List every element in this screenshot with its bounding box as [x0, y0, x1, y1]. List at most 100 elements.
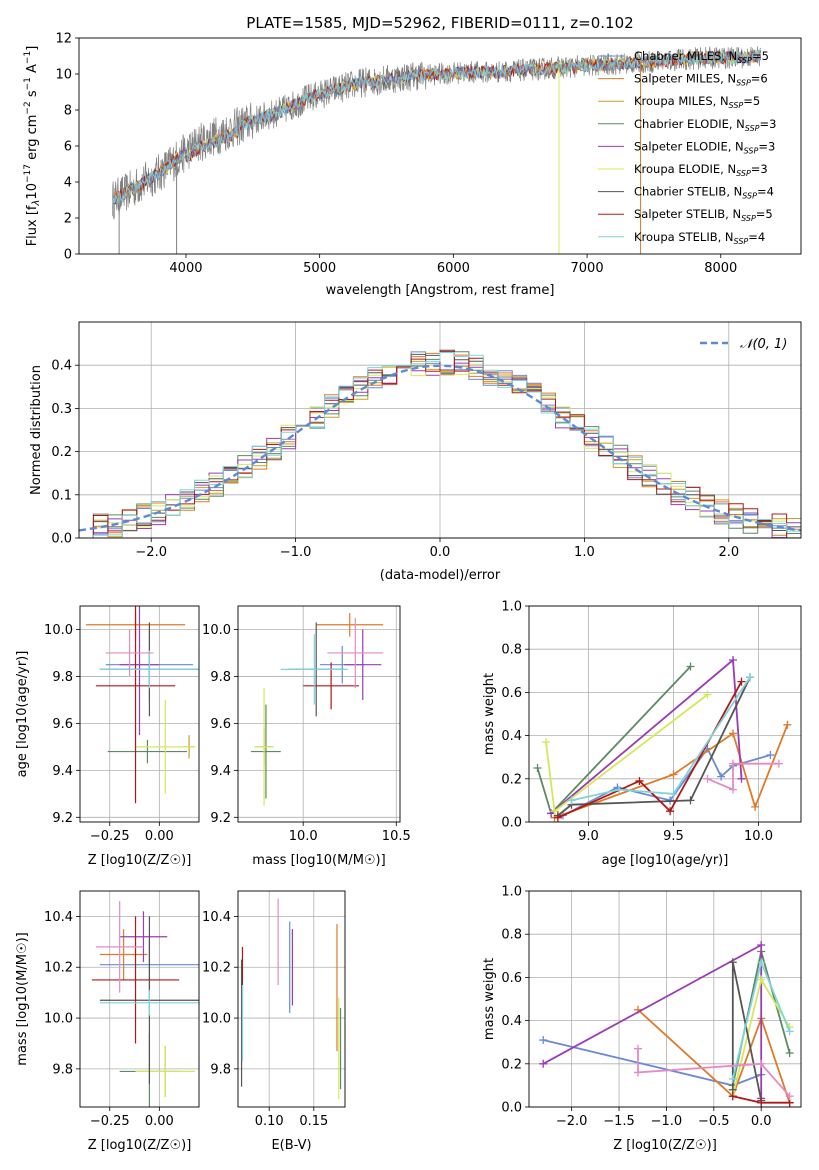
- y-tick-label: 9.4: [210, 764, 231, 779]
- axes-frame: [79, 605, 200, 823]
- y-tick-label: 0.2: [501, 772, 522, 787]
- plot-area: [85, 606, 199, 804]
- weight-point: [567, 796, 576, 805]
- errorbar: [119, 911, 168, 963]
- errorbar: [91, 916, 180, 1044]
- weight-line: [550, 658, 743, 815]
- legend-item: Kroupa MILES, NSSP=5: [598, 94, 760, 110]
- plot-area: [539, 941, 794, 1107]
- weight-point: [703, 690, 712, 699]
- x-tick-label: −0.25: [90, 829, 130, 844]
- weight-point: [550, 807, 559, 816]
- x-axis-label: E(B-V): [271, 1138, 311, 1153]
- weight-point: [785, 1092, 794, 1101]
- x-tick-label: 8000: [704, 261, 737, 276]
- legend-item: 𝒩(0, 1): [700, 337, 787, 352]
- x-axis-label: Z [log10(Z/Z☉)]: [88, 1138, 192, 1153]
- legend-label: Salpeter ELODIE, NSSP=3: [634, 139, 775, 155]
- weight-point: [729, 759, 737, 768]
- weight-point: [737, 677, 746, 686]
- plot-area: [533, 656, 792, 822]
- model-spectrum: [111, 50, 762, 207]
- x-tick-label: 0.0: [751, 1114, 772, 1129]
- x-tick-label: 7000: [571, 261, 604, 276]
- x-axis-label: Z [log10(Z/Z☉)]: [613, 1138, 717, 1153]
- x-tick-label: 1.0: [574, 545, 595, 560]
- model-spectrum: [111, 51, 762, 207]
- y-tick-label: 0.4: [501, 1014, 522, 1029]
- legend-label: Chabrier MILES, NSSP=5: [634, 49, 769, 65]
- axes-ebv-mass: 0.10 0.15 9.8 10.0 10.2 10.4 E(B-V): [202, 890, 346, 1153]
- errorbar: [119, 606, 160, 736]
- legend-label: Kroupa MILES, NSSP=5: [634, 94, 760, 110]
- y-tick-label: 10.2: [202, 961, 231, 976]
- y-tick-label: 0.6: [501, 971, 522, 986]
- weight-point: [757, 941, 766, 949]
- errorbar: [135, 699, 196, 794]
- legend-label: Kroupa ELODIE, NSSP=3: [634, 162, 768, 178]
- plot-area: [91, 901, 199, 1107]
- y-tick-label: 9.2: [210, 811, 231, 826]
- weight-line: [557, 676, 751, 817]
- errorbar: [99, 990, 199, 1016]
- weight-point: [737, 774, 746, 783]
- y-tick-label: 9.8: [52, 1062, 73, 1077]
- errorbar: [251, 704, 281, 799]
- weight-point: [686, 662, 695, 671]
- weight-point: [729, 729, 737, 738]
- y-tick-label: 10.4: [44, 910, 73, 925]
- errorbar: [303, 662, 360, 710]
- y-tick-label: 8: [64, 104, 72, 119]
- weight-point: [729, 656, 737, 664]
- weight-point: [542, 738, 550, 747]
- axes-age-weight: 9.0 9.5 10.0 0.0 0.2 0.4 0.6 0.8 1.0 age [log10(a…: [482, 600, 802, 868]
- y-tick-label: 4: [64, 176, 72, 191]
- legend-label: Chabrier STELIB, NSSP=4: [634, 185, 774, 201]
- y-tick-label: 0.6: [501, 686, 522, 701]
- legend-label: Salpeter STELIB, NSSP=5: [634, 207, 773, 223]
- weight-point: [729, 785, 737, 794]
- weight-line: [707, 762, 779, 791]
- plot-area: [111, 46, 762, 254]
- weight-point: [785, 1027, 794, 1036]
- y-axis-label: Flux [fλ10−17 erg cm−2 s−1 A−1]: [23, 46, 42, 247]
- x-tick-label: 0.00: [145, 1114, 174, 1129]
- y-tick-label: 10.0: [202, 623, 231, 638]
- x-tick-label: 9.0: [578, 829, 599, 844]
- errorbar: [99, 929, 148, 980]
- legend-label: 𝒩(0, 1): [740, 337, 787, 352]
- weight-point: [728, 958, 737, 967]
- x-tick-label: −1.0: [280, 545, 312, 560]
- axes-z-weight: −2.0 −1.5 −1.0 −0.5 0.0 0.0 0.2 0.4 0.6 0.8 1.0 Z […: [482, 885, 802, 1153]
- x-tick-label: 0.00: [145, 829, 174, 844]
- y-tick-label: 2: [64, 212, 72, 227]
- errorbar: [344, 629, 382, 700]
- y-tick-label: 0.0: [51, 532, 72, 547]
- weight-point: [539, 1059, 548, 1068]
- normal-curve: [79, 364, 801, 532]
- x-tick-label: 0.15: [299, 1114, 328, 1129]
- axes-z-age: −0.25 0.00 9.2 9.4 9.6 9.8 10.0 Z [log10(Z/Z☉)]…: [15, 605, 200, 868]
- weight-point: [539, 1036, 548, 1045]
- y-axis-label: mass weight: [482, 958, 497, 1040]
- y-tick-label: 0.0: [501, 816, 522, 831]
- y-tick-label: 10.4: [202, 910, 231, 925]
- weight-point: [757, 975, 766, 984]
- axes-frame: [528, 890, 802, 1108]
- weight-point: [669, 789, 678, 798]
- legend-item: Salpeter ELODIE, NSSP=3: [598, 139, 775, 155]
- residual-histogram: [79, 352, 801, 538]
- x-tick-label: −1.5: [603, 1114, 635, 1129]
- weight-point: [746, 673, 754, 682]
- y-tick-label: 0: [64, 248, 72, 263]
- x-tick-label: 0.0: [430, 545, 451, 560]
- x-axis-label: mass [log10(M/M☉)]: [252, 853, 385, 868]
- errorbar: [105, 629, 154, 677]
- y-tick-label: 0.0: [501, 1101, 522, 1116]
- errorbar: [280, 634, 348, 705]
- weight-point: [615, 785, 624, 794]
- y-tick-label: 9.6: [52, 717, 73, 732]
- y-tick-label: 9.4: [52, 764, 73, 779]
- y-tick-label: 10.0: [44, 1012, 73, 1027]
- weight-line: [557, 681, 743, 819]
